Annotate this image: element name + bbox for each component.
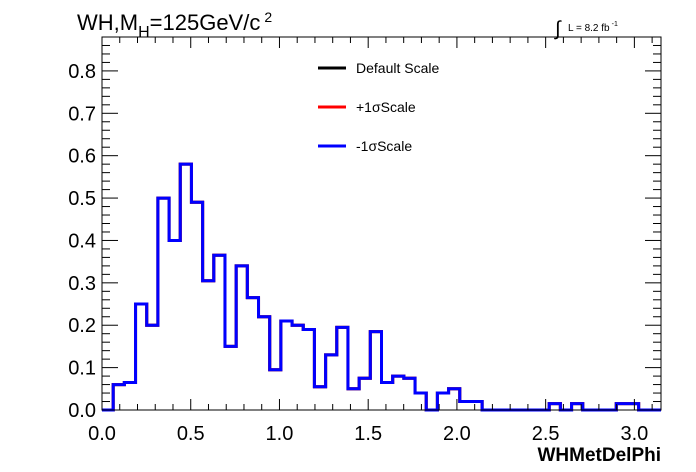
y-tick-label: 0.3 xyxy=(68,273,96,295)
series-line-3 xyxy=(102,162,661,412)
lumi-label: L = 8.2 fb -1 xyxy=(568,21,618,34)
y-tick-label: 0.4 xyxy=(68,230,96,252)
lumi-superscript: -1 xyxy=(612,21,618,28)
x-tick-label: 0.0 xyxy=(88,423,116,445)
x-axis-title: WHMetDelPhi xyxy=(538,445,662,466)
title-superscript: 2 xyxy=(264,9,272,25)
legend: Default Scale +1σScale -1σScale xyxy=(318,60,439,154)
y-tick-label: 0.1 xyxy=(68,358,96,380)
legend-label-3: -1σScale xyxy=(356,138,412,154)
lumi-integral-sign: ∫ xyxy=(554,18,562,40)
y-tick-label: 0.0 xyxy=(68,400,96,422)
axis-layer: 0.0 0.5 1.0 1.5 2.0 2.5 3.0 0.0 0.1 0.2 0.3 0.4 0.5 0… xyxy=(68,37,661,445)
y-tick-label: 0.8 xyxy=(68,61,96,83)
title-subscript: H xyxy=(138,24,150,41)
title-main: WH,M xyxy=(77,10,138,35)
y-tick-label: 0.5 xyxy=(68,188,96,210)
x-tick-label: 1.5 xyxy=(354,423,382,445)
legend-label-1: Default Scale xyxy=(356,60,439,76)
lumi-text: L = 8.2 fb xyxy=(568,23,610,34)
y-tick-label: 0.7 xyxy=(68,103,96,125)
chart-title: WH,MH=125GeV/c 2 xyxy=(77,9,272,41)
series-layer xyxy=(102,162,661,412)
x-tick-label: 3.0 xyxy=(620,423,648,445)
x-tick-label: 2.5 xyxy=(532,423,560,445)
x-tick-label: 1.0 xyxy=(266,423,294,445)
x-tick-label: 2.0 xyxy=(443,423,471,445)
title-suffix: =125GeV/c xyxy=(150,10,261,35)
y-tick-label: 0.6 xyxy=(68,146,96,168)
y-tick-label: 0.2 xyxy=(68,315,96,337)
legend-label-2: +1σScale xyxy=(356,99,416,115)
x-tick-label: 0.5 xyxy=(177,423,205,445)
